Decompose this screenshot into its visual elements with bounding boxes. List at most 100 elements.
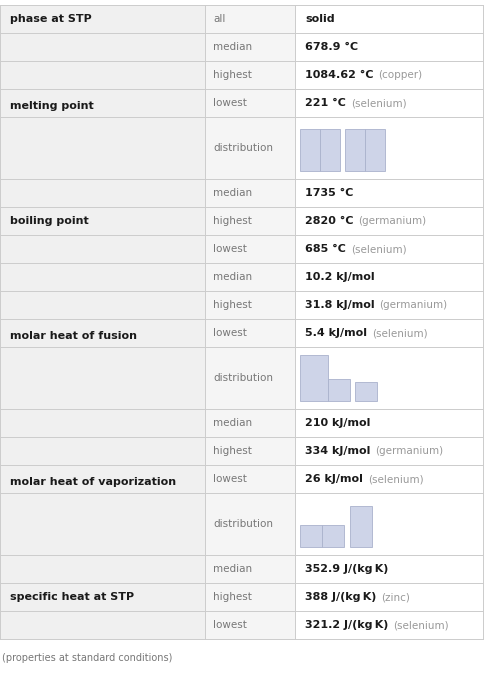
Text: molar heat of fusion: molar heat of fusion: [10, 331, 137, 341]
Text: (germanium): (germanium): [380, 300, 448, 310]
Text: 678.9 °C: 678.9 °C: [305, 42, 358, 52]
Bar: [295, 437, 483, 465]
Text: (germanium): (germanium): [359, 216, 427, 226]
Text: 10.2 kJ/mol: 10.2 kJ/mol: [305, 272, 375, 282]
Text: (selenium): (selenium): [351, 244, 407, 254]
Text: molar heat of vaporization: molar heat of vaporization: [10, 477, 176, 487]
Bar: [0, 409, 205, 437]
Bar: [205, 235, 295, 263]
Bar: [205, 319, 295, 347]
Text: median: median: [213, 272, 252, 282]
Text: 5.4 kJ/mol: 5.4 kJ/mol: [305, 328, 367, 338]
Bar: [295, 319, 483, 347]
Bar: [205, 61, 295, 89]
Bar: [0, 61, 205, 89]
Text: all: all: [213, 14, 225, 24]
Text: 388 J/(kg K): 388 J/(kg K): [305, 592, 376, 602]
Bar: [295, 409, 483, 437]
Text: median: median: [213, 564, 252, 574]
Bar: [205, 409, 295, 437]
Text: 1735 °C: 1735 °C: [305, 188, 353, 198]
Bar: [205, 465, 295, 493]
Bar: [0, 319, 205, 347]
Text: (zinc): (zinc): [382, 592, 410, 602]
Text: (selenium): (selenium): [393, 620, 449, 630]
Text: 2820 °C: 2820 °C: [305, 216, 353, 226]
Bar: [205, 207, 295, 235]
Text: (germanium): (germanium): [375, 446, 444, 456]
Bar: [295, 583, 483, 611]
Text: lowest: lowest: [213, 328, 247, 338]
Text: highest: highest: [213, 592, 252, 602]
Text: lowest: lowest: [213, 474, 247, 484]
Bar: [0, 33, 205, 61]
Bar: [322, 525, 344, 547]
Text: distribution: distribution: [213, 143, 273, 153]
Bar: [350, 507, 372, 547]
Bar: [205, 291, 295, 319]
Bar: [365, 129, 385, 171]
Bar: [0, 207, 205, 235]
Bar: [295, 33, 483, 61]
Bar: [0, 5, 205, 33]
Text: 31.8 kJ/mol: 31.8 kJ/mol: [305, 300, 375, 310]
Text: (selenium): (selenium): [372, 328, 427, 338]
Bar: [205, 89, 295, 117]
Bar: [300, 355, 328, 401]
Text: 210 kJ/mol: 210 kJ/mol: [305, 418, 370, 428]
Text: highest: highest: [213, 446, 252, 456]
Text: lowest: lowest: [213, 98, 247, 108]
Text: 1084.62 °C: 1084.62 °C: [305, 70, 373, 80]
Text: 321.2 J/(kg K): 321.2 J/(kg K): [305, 620, 388, 630]
Text: 685 °C: 685 °C: [305, 244, 346, 254]
Bar: [0, 179, 205, 207]
Bar: [205, 179, 295, 207]
Bar: [320, 129, 340, 171]
Bar: [295, 465, 483, 493]
Bar: [300, 525, 322, 547]
Bar: [300, 129, 320, 171]
Text: median: median: [213, 188, 252, 198]
Text: 221 °C: 221 °C: [305, 98, 346, 108]
Bar: [0, 555, 205, 583]
Bar: [295, 5, 483, 33]
Bar: [205, 263, 295, 291]
Bar: [355, 382, 377, 401]
Bar: [295, 291, 483, 319]
Text: median: median: [213, 418, 252, 428]
Bar: [0, 263, 205, 291]
Bar: [205, 611, 295, 639]
Bar: [295, 263, 483, 291]
Bar: [295, 179, 483, 207]
Text: (copper): (copper): [379, 70, 423, 80]
Text: median: median: [213, 42, 252, 52]
Bar: [0, 347, 205, 409]
Bar: [0, 583, 205, 611]
Text: highest: highest: [213, 216, 252, 226]
Bar: [205, 347, 295, 409]
Bar: [295, 89, 483, 117]
Bar: [205, 555, 295, 583]
Text: melting point: melting point: [10, 101, 94, 111]
Bar: [205, 583, 295, 611]
Bar: [295, 493, 483, 555]
Text: (selenium): (selenium): [351, 98, 407, 108]
Bar: [205, 437, 295, 465]
Bar: [328, 379, 350, 401]
Text: highest: highest: [213, 70, 252, 80]
Bar: [295, 347, 483, 409]
Bar: [0, 493, 205, 555]
Bar: [295, 555, 483, 583]
Text: solid: solid: [305, 14, 335, 24]
Bar: [205, 5, 295, 33]
Bar: [295, 117, 483, 179]
Bar: [295, 235, 483, 263]
Bar: [0, 117, 205, 179]
Text: distribution: distribution: [213, 519, 273, 529]
Text: lowest: lowest: [213, 620, 247, 630]
Text: (properties at standard conditions): (properties at standard conditions): [2, 653, 172, 663]
Bar: [205, 33, 295, 61]
Text: (selenium): (selenium): [368, 474, 424, 484]
Text: boiling point: boiling point: [10, 216, 89, 226]
Text: phase at STP: phase at STP: [10, 14, 92, 24]
